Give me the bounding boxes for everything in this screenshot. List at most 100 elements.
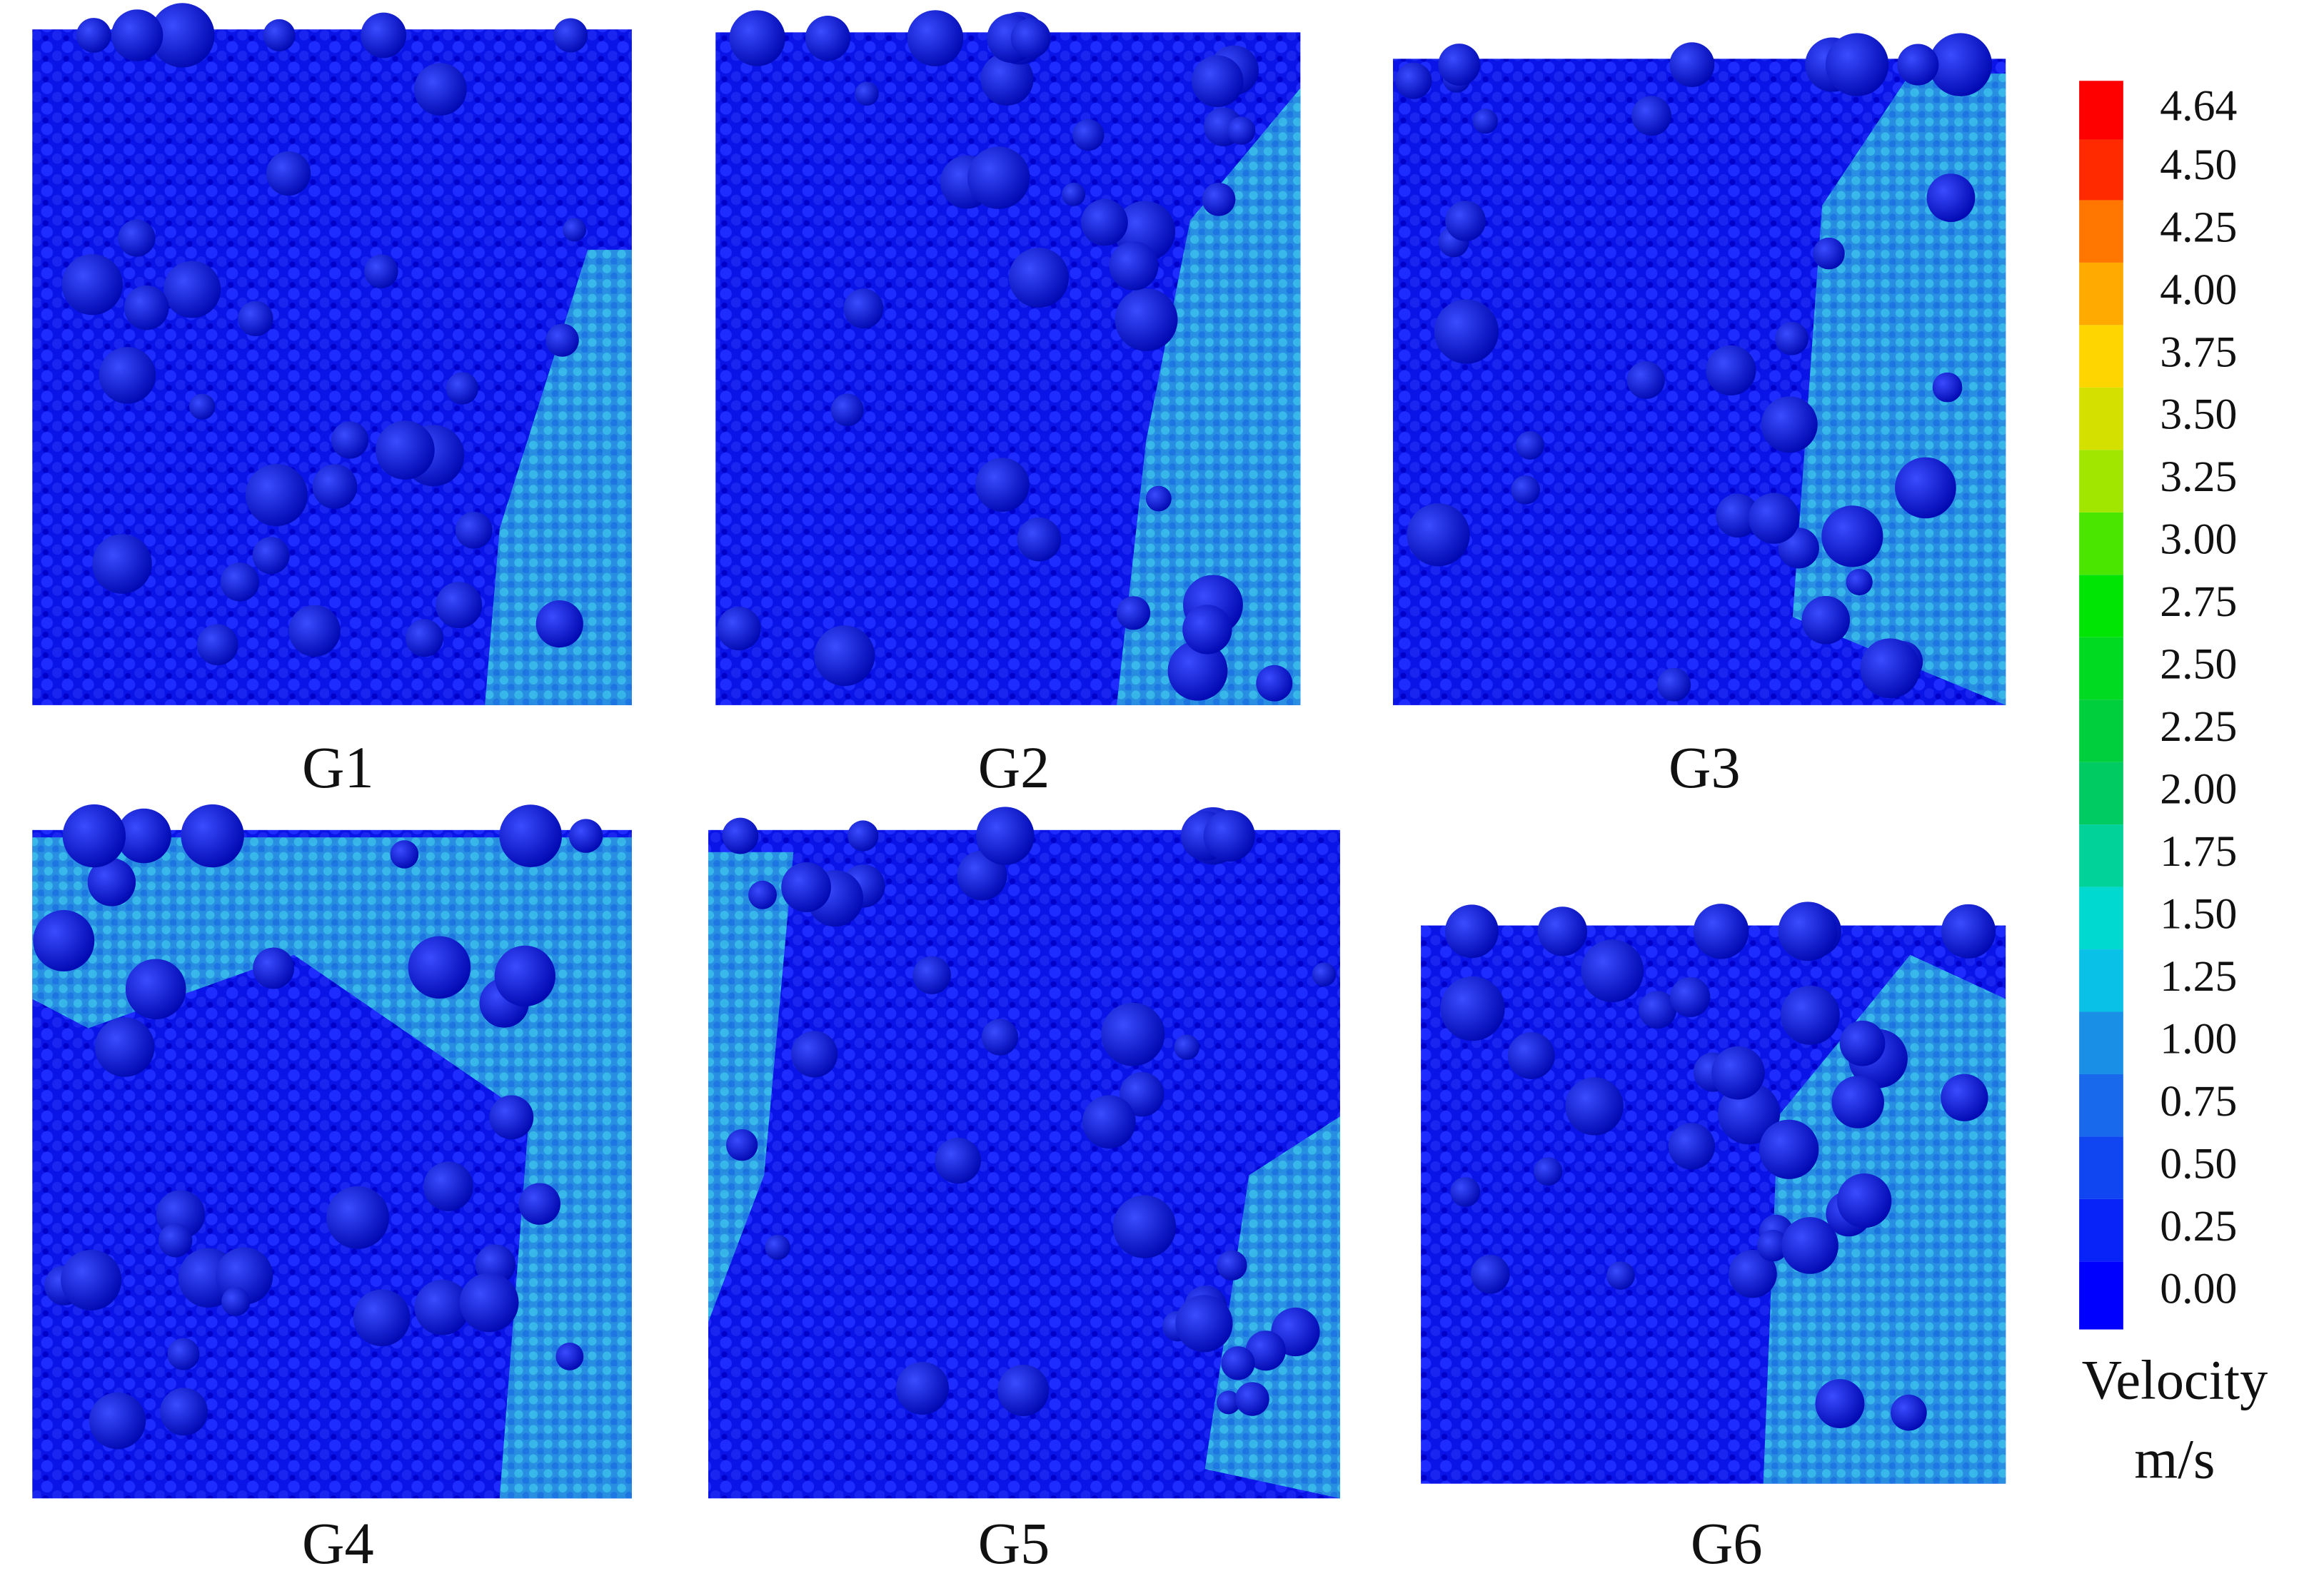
particle	[1761, 396, 1818, 453]
particle	[312, 464, 358, 509]
colorbar-segment	[2079, 139, 2123, 201]
particle	[717, 607, 761, 651]
particle	[252, 537, 290, 575]
particle	[326, 1186, 390, 1249]
colorbar-segment	[2079, 450, 2123, 512]
panels: G1 G2 G3 G4 G5 G6	[32, 3, 2006, 1576]
colorbar-segment	[2079, 325, 2123, 388]
particle	[1860, 638, 1921, 699]
particle	[1669, 42, 1715, 87]
particle	[1891, 1394, 1927, 1431]
particle	[61, 254, 123, 315]
particle	[1631, 96, 1671, 136]
particle	[1626, 361, 1665, 400]
particle	[125, 959, 186, 1020]
particle	[253, 947, 295, 989]
particle	[722, 817, 759, 854]
colorbar-segment	[2079, 200, 2123, 263]
panel-label: G3	[1669, 735, 1741, 800]
particle	[1813, 237, 1845, 270]
colorbar-segment	[2079, 1136, 2123, 1199]
panel-label: G5	[978, 1511, 1050, 1576]
particle-panel: G5	[708, 807, 1340, 1576]
particle	[1245, 1330, 1286, 1371]
particle	[1511, 475, 1540, 505]
particle-panel: G2	[715, 10, 1301, 800]
particle	[390, 840, 419, 869]
particle	[1174, 1034, 1199, 1061]
particle	[1729, 1249, 1777, 1298]
colorbar-segment	[2079, 699, 2123, 762]
colorbar-tick-label: 0.75	[2160, 1077, 2237, 1126]
particle	[1191, 55, 1244, 108]
particle	[92, 534, 152, 594]
particle	[847, 820, 879, 852]
colorbar-segment	[2079, 949, 2123, 1012]
particle	[361, 12, 407, 59]
particle	[288, 605, 341, 657]
particle	[1780, 985, 1840, 1045]
particle	[408, 936, 471, 999]
particle	[1081, 198, 1128, 246]
particle	[266, 151, 311, 196]
particle	[1182, 605, 1232, 655]
colorbar-unit: m/s	[2134, 1428, 2215, 1490]
particle	[1711, 1046, 1765, 1100]
particle	[545, 323, 579, 357]
particle	[1440, 976, 1505, 1041]
particle	[116, 808, 171, 864]
colorbar-tick-label: 3.00	[2160, 515, 2237, 564]
particle	[1062, 182, 1086, 206]
particle	[1202, 183, 1236, 216]
colorbar-segment	[2079, 887, 2123, 950]
particle	[1017, 517, 1062, 562]
colorbar-tick-label: 1.25	[2160, 952, 2237, 1001]
colorbar-tick-label: 3.50	[2160, 390, 2237, 439]
colorbar-segment	[2079, 1198, 2123, 1262]
particle	[976, 807, 1035, 865]
particle	[1932, 372, 1963, 403]
particle	[1756, 1230, 1789, 1262]
particle	[957, 850, 1007, 901]
particle	[99, 347, 156, 404]
particle	[1606, 1261, 1635, 1290]
particle	[1821, 505, 1883, 567]
particle	[167, 1338, 200, 1370]
particle	[1507, 1032, 1555, 1079]
particle	[413, 63, 467, 116]
particle	[1472, 108, 1498, 134]
particle	[1407, 503, 1470, 567]
particle	[446, 372, 478, 405]
particle	[1112, 1195, 1177, 1258]
particle	[975, 458, 1030, 512]
panel-label: G6	[1691, 1511, 1763, 1576]
colorbar-tick-label: 0.25	[2160, 1202, 2237, 1251]
particle	[912, 956, 951, 994]
particle	[1693, 904, 1749, 959]
particle	[1781, 1217, 1838, 1274]
particle	[843, 288, 884, 329]
particle	[1928, 33, 1993, 96]
particle	[459, 1273, 519, 1333]
particle	[1749, 493, 1800, 544]
particle	[1120, 1071, 1164, 1117]
particle	[489, 1095, 534, 1140]
particle	[188, 393, 216, 420]
particle	[1825, 33, 1889, 96]
colorbar: 0.00 0.25 0.50 0.75 1.00 1.25 1.50 1.75 2.00 2.25…	[2079, 81, 2237, 1330]
particle	[1145, 485, 1172, 512]
particle	[423, 1161, 473, 1211]
colorbar-segment	[2079, 512, 2123, 575]
particle	[1312, 962, 1337, 986]
particle	[1565, 1077, 1624, 1136]
particle	[1926, 173, 1976, 223]
particle	[436, 582, 483, 629]
particle	[1167, 640, 1228, 701]
colorbar-segment	[2079, 81, 2123, 140]
particle	[1445, 201, 1486, 241]
colorbar-segment	[2079, 1011, 2123, 1074]
particle	[1438, 44, 1481, 86]
colorbar-segment	[2079, 1074, 2123, 1137]
particle	[1815, 1379, 1865, 1428]
particle	[568, 819, 603, 853]
